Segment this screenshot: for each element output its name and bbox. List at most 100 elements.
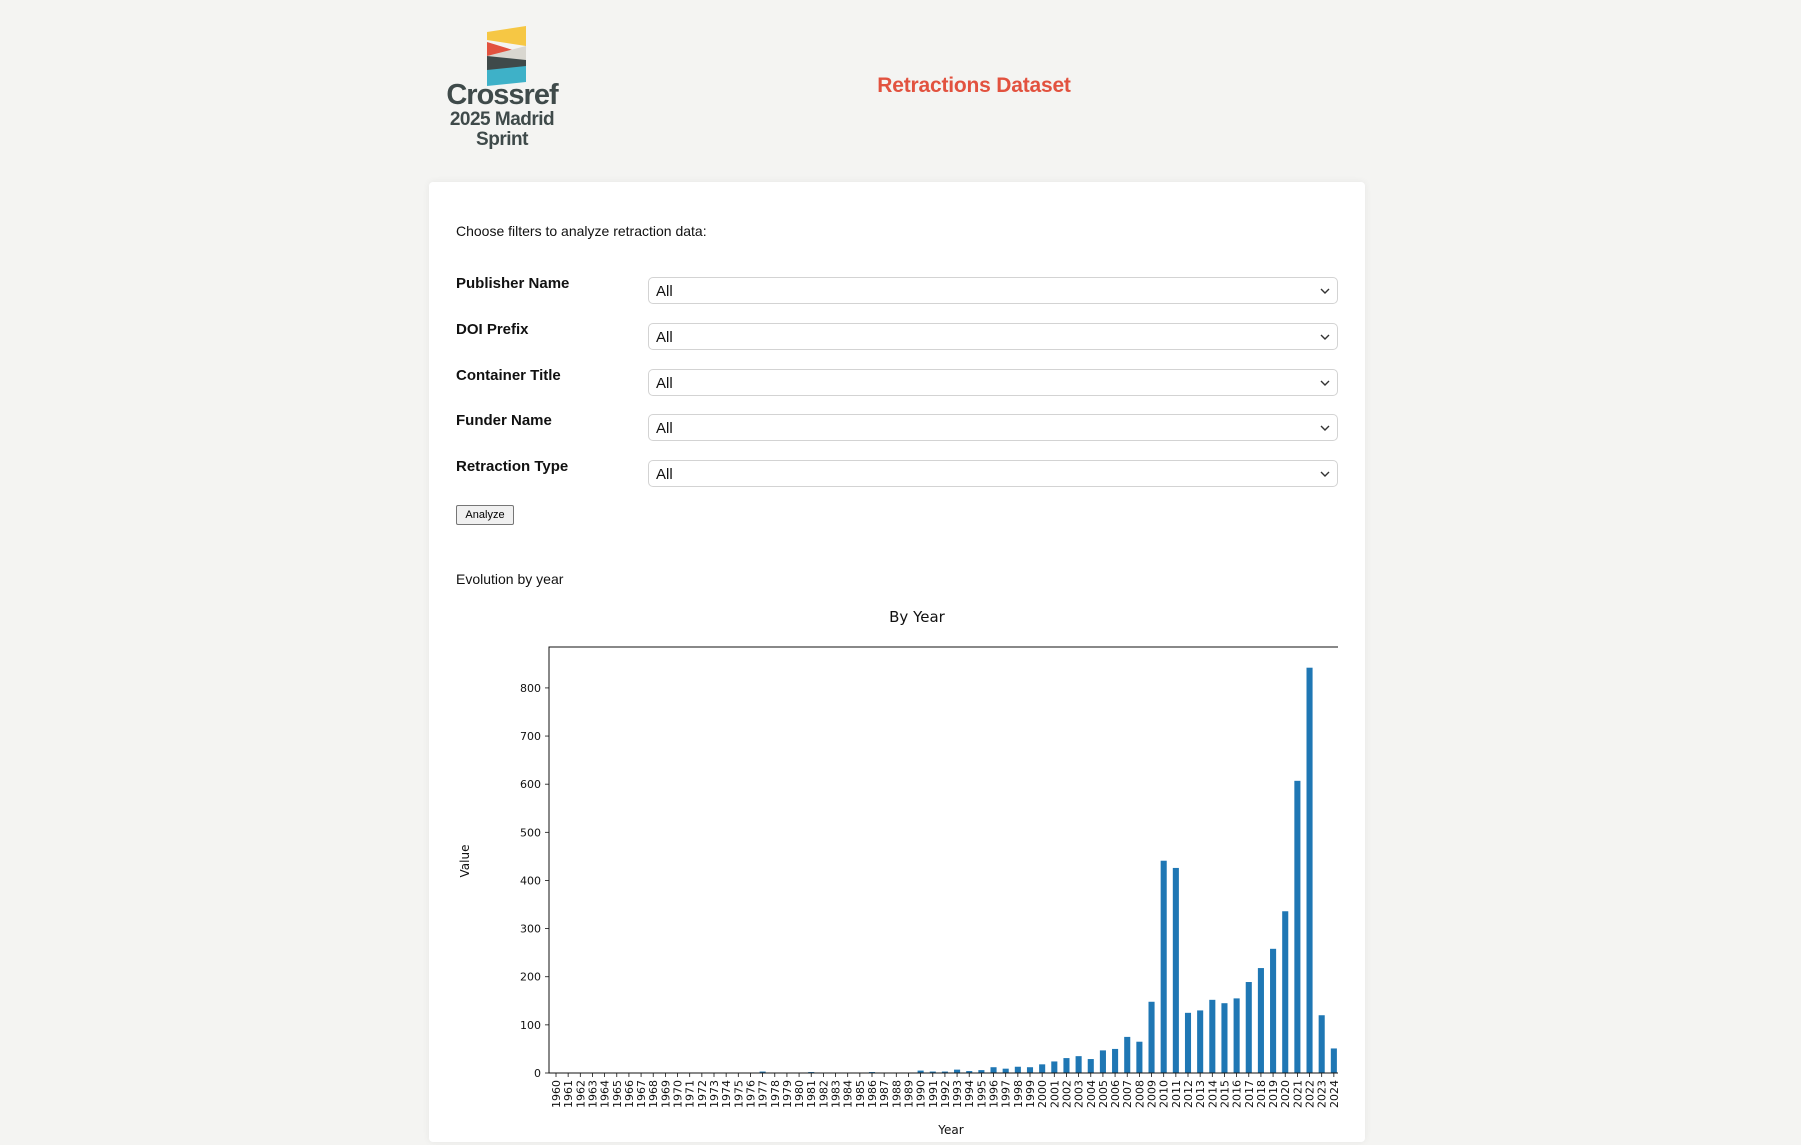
x-tick-label-2020: 2020 (1279, 1080, 1292, 1108)
y-tick-label-700: 700 (520, 730, 541, 743)
filter-row-publisher-name: Publisher Name All (456, 277, 1338, 307)
x-tick-label-1990: 1990 (915, 1080, 928, 1108)
x-tick-label-1967: 1967 (635, 1080, 648, 1108)
x-tick-label-2014: 2014 (1206, 1080, 1219, 1108)
x-tick-label-1998: 1998 (1012, 1080, 1025, 1108)
x-tick-label-2010: 2010 (1158, 1080, 1171, 1108)
x-tick-label-2019: 2019 (1267, 1080, 1280, 1108)
plot-frame (549, 647, 1338, 1073)
funder-name-label: Funder Name (456, 412, 552, 429)
x-tick-label-1966: 1966 (623, 1080, 636, 1108)
x-tick-label-2003: 2003 (1073, 1080, 1086, 1108)
x-tick-label-1997: 1997 (1000, 1080, 1013, 1108)
chevron-down-icon (1319, 285, 1331, 297)
x-tick-label-1995: 1995 (975, 1080, 988, 1108)
publisher-name-label: Publisher Name (456, 275, 569, 292)
bar-1997 (1003, 1069, 1009, 1073)
y-axis-label: Value (458, 845, 472, 878)
logo-text: Crossref 2025 Madrid Sprint (436, 80, 568, 150)
bar-2016 (1234, 998, 1240, 1073)
x-tick-label-1961: 1961 (562, 1080, 575, 1108)
x-tick-label-1964: 1964 (599, 1080, 612, 1108)
x-tick-label-2017: 2017 (1243, 1080, 1256, 1108)
x-tick-label-2006: 2006 (1109, 1080, 1122, 1108)
funder-name-select[interactable]: All (648, 414, 1338, 441)
y-tick-label-300: 300 (520, 923, 541, 936)
container-title-select[interactable]: All (648, 369, 1338, 396)
logo-line-2: Sprint (436, 130, 568, 150)
bar-1999 (1027, 1067, 1033, 1073)
x-tick-label-2011: 2011 (1170, 1080, 1183, 1108)
chevron-down-icon (1319, 422, 1331, 434)
filter-row-container-title: Container Title All (456, 369, 1338, 399)
x-tick-label-2004: 2004 (1085, 1080, 1098, 1108)
y-tick-label-200: 200 (520, 971, 541, 984)
container-title-label: Container Title (456, 367, 561, 384)
x-tick-label-1963: 1963 (586, 1080, 599, 1108)
y-tick-label-400: 400 (520, 874, 541, 887)
x-tick-label-2015: 2015 (1218, 1080, 1231, 1108)
bar-2013 (1197, 1010, 1203, 1073)
filter-row-funder-name: Funder Name All (456, 414, 1338, 444)
publisher-name-select[interactable]: All (648, 277, 1338, 304)
bar-2003 (1076, 1056, 1082, 1073)
filter-row-retraction-type: Retraction Type All (456, 460, 1338, 490)
x-tick-label-2009: 2009 (1146, 1080, 1159, 1108)
x-tick-label-1996: 1996 (988, 1080, 1001, 1108)
bar-1993 (954, 1070, 960, 1073)
y-tick-label-800: 800 (520, 682, 541, 695)
chart-title: By Year (889, 608, 946, 626)
logo-word: Crossref (436, 80, 568, 110)
x-tick-label-2016: 2016 (1231, 1080, 1244, 1108)
bar-2024 (1331, 1048, 1337, 1073)
filter-intro: Choose filters to analyze retraction dat… (456, 223, 707, 239)
doi-prefix-value: All (656, 329, 673, 346)
container-title-value: All (656, 375, 673, 392)
chevron-down-icon (1319, 331, 1331, 343)
x-tick-label-2013: 2013 (1194, 1080, 1207, 1108)
x-tick-label-2021: 2021 (1291, 1080, 1304, 1108)
x-tick-label-1974: 1974 (720, 1080, 733, 1108)
x-tick-label-1983: 1983 (830, 1080, 843, 1108)
x-tick-label-1993: 1993 (951, 1080, 964, 1108)
x-tick-label-1969: 1969 (659, 1080, 672, 1108)
bar-1996 (991, 1067, 997, 1073)
x-tick-label-1979: 1979 (781, 1080, 794, 1108)
bar-2010 (1161, 861, 1167, 1073)
y-tick-label-500: 500 (520, 826, 541, 839)
bar-2006 (1112, 1049, 1118, 1073)
x-tick-label-2024: 2024 (1328, 1080, 1338, 1108)
bar-1998 (1015, 1067, 1021, 1073)
bar-2019 (1270, 949, 1276, 1073)
x-tick-label-2008: 2008 (1133, 1080, 1146, 1108)
x-tick-label-1971: 1971 (684, 1080, 697, 1108)
analyze-button[interactable]: Analyze (456, 505, 514, 525)
bar-2002 (1063, 1058, 1069, 1073)
doi-prefix-select[interactable]: All (648, 323, 1338, 350)
x-tick-label-1994: 1994 (963, 1080, 976, 1108)
doi-prefix-label: DOI Prefix (456, 321, 529, 338)
x-tick-label-1984: 1984 (842, 1080, 855, 1108)
chevron-down-icon (1319, 377, 1331, 389)
x-tick-label-2023: 2023 (1316, 1080, 1329, 1108)
x-tick-label-1981: 1981 (805, 1080, 818, 1108)
retraction-type-label: Retraction Type (456, 458, 568, 475)
bar-2004 (1088, 1059, 1094, 1073)
filter-card: Choose filters to analyze retraction dat… (429, 182, 1365, 1142)
x-tick-label-2000: 2000 (1036, 1080, 1049, 1108)
retraction-type-select[interactable]: All (648, 460, 1338, 487)
bar-2017 (1246, 982, 1252, 1073)
bar-2018 (1258, 968, 1264, 1073)
x-tick-label-1991: 1991 (927, 1080, 940, 1108)
bar-2001 (1051, 1061, 1057, 1073)
bar-2021 (1294, 781, 1300, 1073)
x-tick-label-1960: 1960 (550, 1080, 563, 1108)
x-axis-label: Year (937, 1123, 963, 1137)
x-tick-label-1970: 1970 (672, 1080, 685, 1108)
retraction-type-value: All (656, 466, 673, 483)
x-tick-label-1965: 1965 (611, 1080, 624, 1108)
